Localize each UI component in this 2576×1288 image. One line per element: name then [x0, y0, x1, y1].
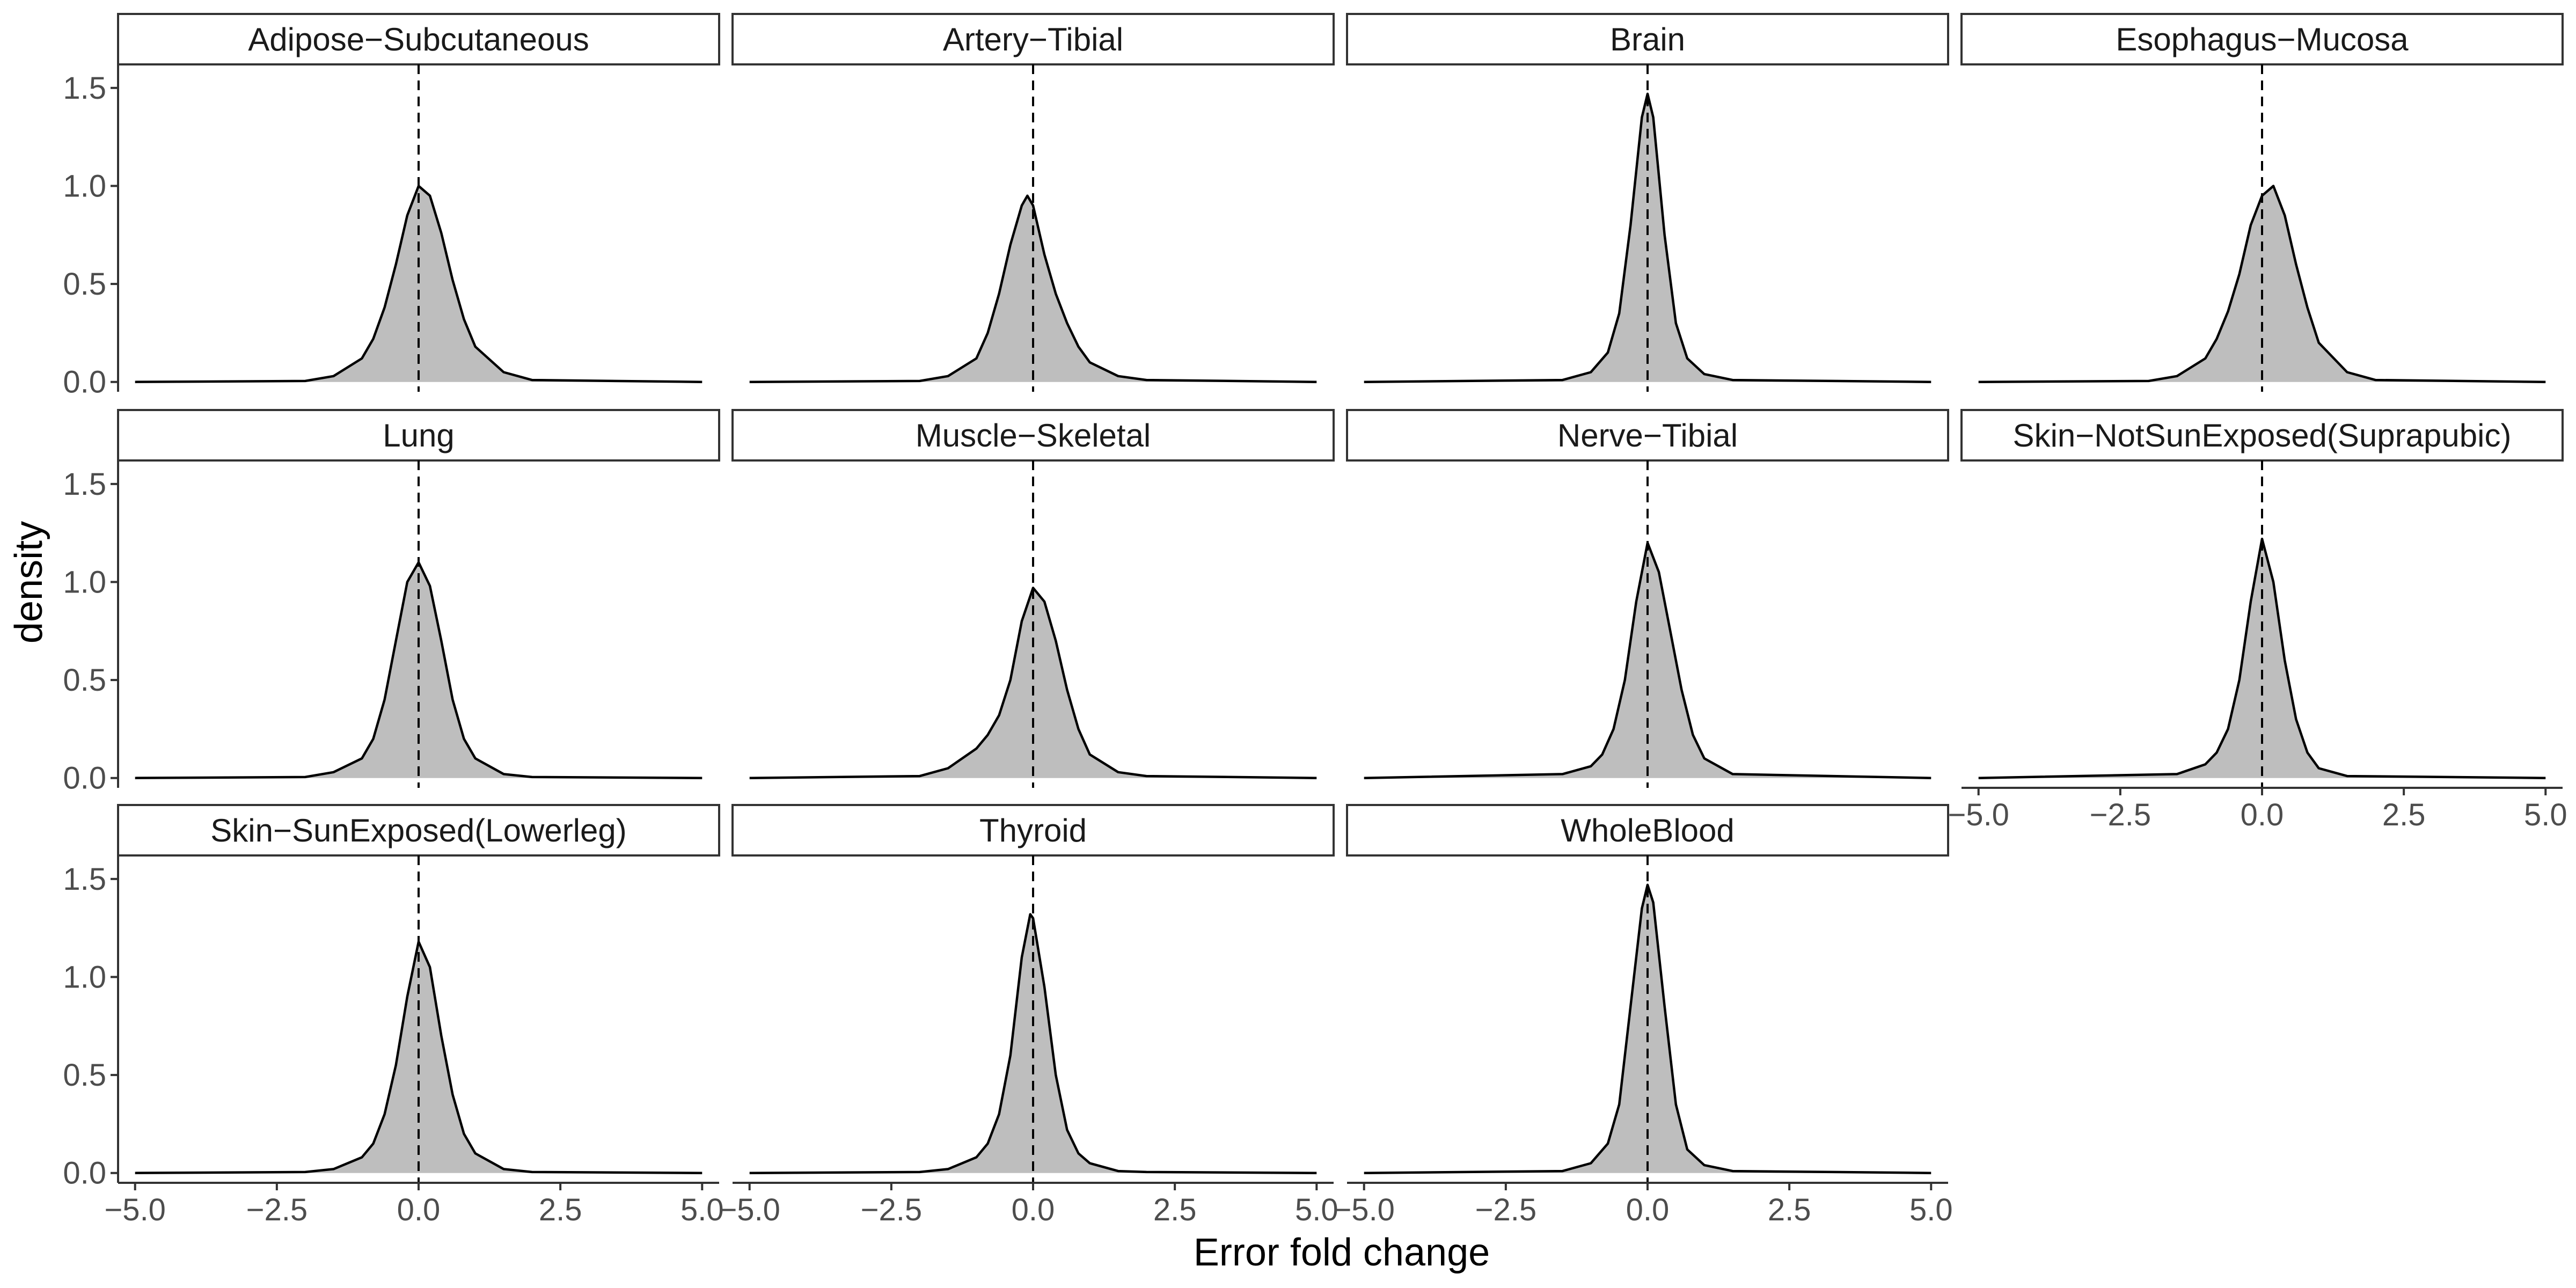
facet-strip-label: Thyroid	[979, 813, 1087, 848]
facet-panel: Esophagus−Mucosa	[1960, 13, 2564, 392]
facet-strip	[1346, 409, 1949, 462]
density-line	[1978, 537, 2546, 779]
x-tick-label: 0.0	[2241, 797, 2284, 832]
facet-strip	[1346, 804, 1949, 857]
x-tick-label: 0.0	[1626, 1192, 1670, 1227]
density-area	[749, 195, 1317, 382]
y-axis-title: density	[8, 521, 50, 643]
facet-strip	[731, 13, 1335, 65]
x-tick-label: −5.0	[1333, 1192, 1395, 1227]
x-tick-label: 0.0	[1012, 1192, 1055, 1227]
y-tick-label: 1.0	[63, 960, 106, 994]
x-tick-label: −2.5	[246, 1192, 308, 1227]
density-area	[1978, 186, 2546, 382]
x-tick-label: −5.0	[1948, 797, 2009, 832]
x-tick-label: −2.5	[861, 1192, 923, 1227]
y-tick-label: 1.0	[63, 169, 106, 203]
x-tick-label: 0.0	[397, 1192, 441, 1227]
facet-strip-label: Esophagus−Mucosa	[2116, 21, 2409, 57]
x-tick-label: −5.0	[719, 1192, 780, 1227]
density-area	[749, 588, 1317, 778]
y-tick-label: 0.0	[63, 365, 106, 400]
facet-strip	[1960, 409, 2564, 462]
x-tick-label: −2.5	[2090, 797, 2151, 832]
facet-panel: Adipose−Subcutaneous 0.0 0.5 1.0 1.5	[63, 13, 720, 400]
facet-strip	[731, 409, 1335, 462]
facet-strip	[117, 13, 720, 65]
x-tick-label: −5.0	[104, 1192, 166, 1227]
facet-strip-label: Lung	[383, 418, 454, 453]
facet-panel: Artery−Tibial	[731, 13, 1335, 392]
x-tick-label: 2.5	[2382, 797, 2426, 832]
y-tick-label: 1.0	[63, 565, 106, 599]
y-tick-label: 0.5	[63, 663, 106, 698]
facet-panel: Brain	[1346, 13, 1949, 392]
y-tick-label: 1.5	[63, 862, 106, 897]
facet-panel: Lung 0.0 0.5 1.0 1.5	[63, 409, 720, 796]
x-tick-label: 5.0	[1295, 1192, 1338, 1227]
y-tick-label: 1.5	[63, 467, 106, 502]
facet-panel: Skin−SunExposed(Lowerleg) 0.0 0.5 1.0 1.5 −5.…	[63, 804, 724, 1227]
y-tick-label: 1.5	[63, 71, 106, 106]
density-line	[749, 913, 1317, 1174]
x-tick-label: −2.5	[1475, 1192, 1537, 1227]
facet-panel: Thyroid −5.0 −2.5 0.0 2.5 5.0	[719, 804, 1338, 1227]
facet-strip-label: Skin−NotSunExposed(Suprapubic)	[2013, 418, 2512, 453]
x-tick-label: 5.0	[1909, 1192, 1953, 1227]
y-tick-label: 0.5	[63, 1058, 106, 1093]
density-line	[1364, 883, 1931, 1174]
density-line	[749, 587, 1317, 779]
density-line	[749, 194, 1317, 383]
y-tick-label: 0.5	[63, 267, 106, 302]
x-tick-label: 2.5	[1153, 1192, 1197, 1227]
y-tick-label: 0.0	[63, 761, 106, 796]
facet-panel: Nerve−Tibial	[1346, 409, 1949, 788]
density-area	[135, 186, 702, 382]
x-axis-title: Error fold change	[1194, 1231, 1490, 1274]
facet-panels: Adipose−Subcutaneous 0.0 0.5 1.0 1.5 Artery−T…	[63, 13, 2567, 1227]
density-area	[1364, 93, 1931, 382]
facet-strip-label: WholeBlood	[1561, 813, 1735, 848]
facet-strip	[1960, 13, 2564, 65]
x-tick-label: 2.5	[1768, 1192, 1811, 1227]
facet-panel: Muscle−Skeletal	[731, 409, 1335, 788]
y-tick-label: 0.0	[63, 1156, 106, 1191]
facet-strip-label: Brain	[1610, 21, 1685, 57]
x-tick-label: 5.0	[2524, 797, 2567, 832]
x-tick-label: 5.0	[680, 1192, 724, 1227]
facet-strip-label: Artery−Tibial	[943, 21, 1123, 57]
x-tick-label: 2.5	[539, 1192, 582, 1227]
facet-strip-label: Muscle−Skeletal	[916, 418, 1151, 453]
facet-strip-label: Nerve−Tibial	[1557, 418, 1738, 453]
facet-panel: WholeBlood −5.0 −2.5 0.0 2.5 5.0	[1333, 804, 1953, 1227]
density-line	[1364, 92, 1931, 383]
facet-panel: Skin−NotSunExposed(Suprapubic) −5.0 −2.5 0.…	[1948, 409, 2567, 832]
facet-strip-label: Skin−SunExposed(Lowerleg)	[210, 813, 626, 848]
facet-strip	[117, 409, 720, 462]
density-area	[749, 914, 1317, 1173]
density-area	[1364, 884, 1931, 1173]
facet-strip-label: Adipose−Subcutaneous	[248, 21, 589, 57]
